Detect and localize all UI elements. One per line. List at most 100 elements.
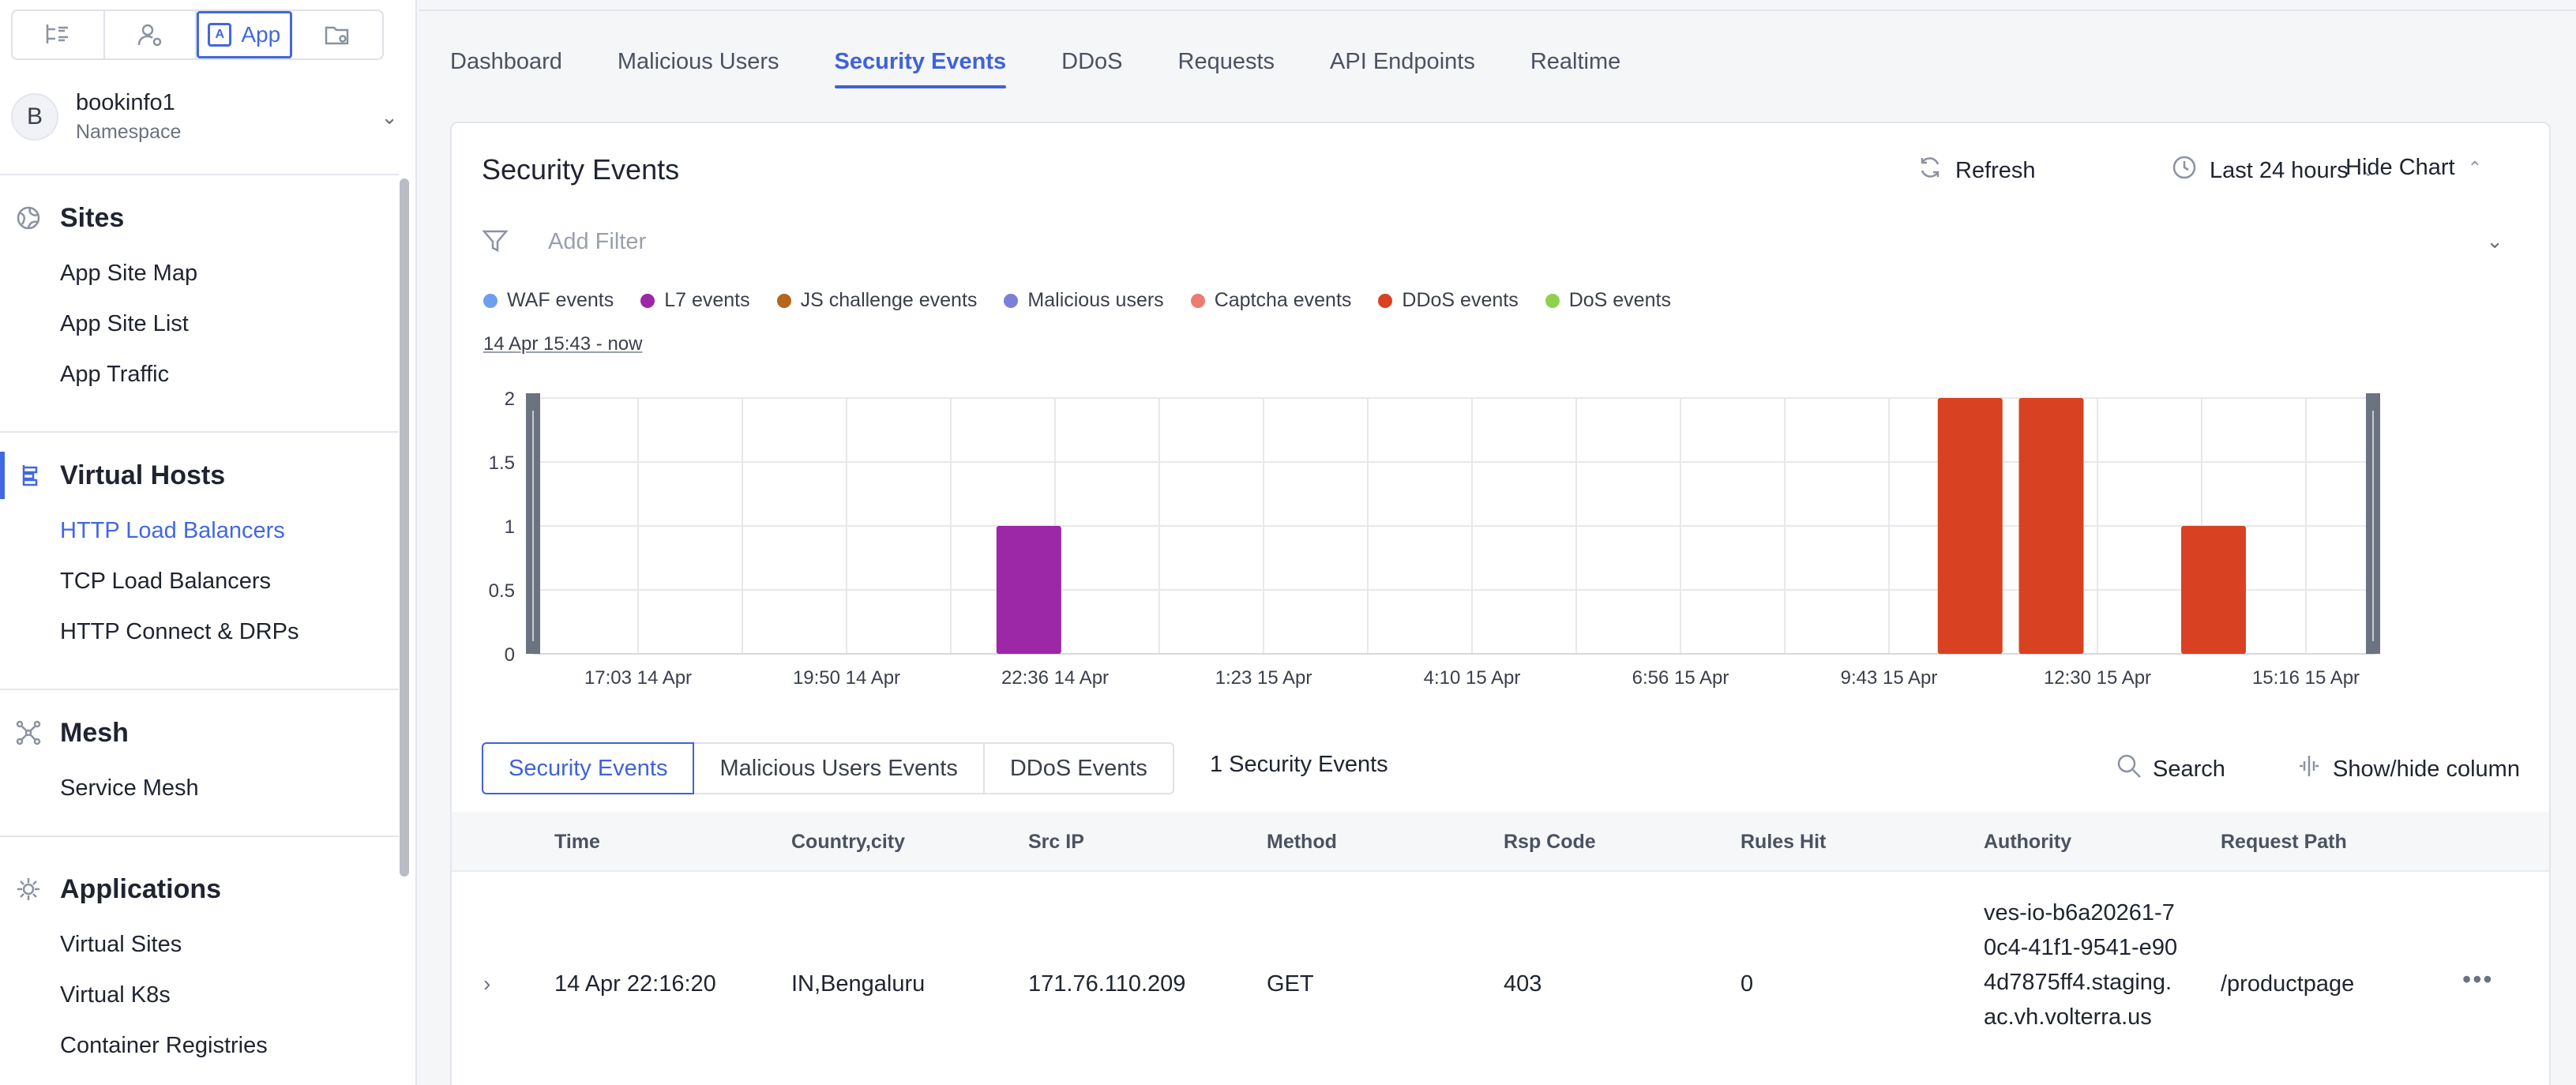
sidebar-item-container-registries[interactable]: Container Registries xyxy=(60,1033,268,1058)
refresh-label: Refresh xyxy=(1955,157,2036,183)
nav-group-header-applications[interactable]: Applications xyxy=(0,865,399,913)
hierarchy-icon[interactable] xyxy=(13,11,105,58)
sidebar-item-app-site-list[interactable]: App Site List xyxy=(60,311,189,336)
app-tab-button[interactable]: A App xyxy=(197,11,292,58)
time-range-label: Last 24 hours xyxy=(2210,157,2349,183)
applications-icon xyxy=(13,877,44,902)
legend-label: Malicious users xyxy=(1027,289,1164,311)
x-tick-label: 6:56 15 Apr xyxy=(1632,667,1729,689)
namespace-selector[interactable]: B bookinfo1 Namespace ⌄ xyxy=(11,85,398,148)
tab-ddos[interactable]: DDoS xyxy=(1061,49,1123,74)
clock-icon xyxy=(2172,155,2197,186)
x-tick-label: 17:03 14 Apr xyxy=(584,667,692,689)
sidebar-item-virtual-sites[interactable]: Virtual Sites xyxy=(60,932,182,957)
time-range-dropdown[interactable]: Last 24 hours ⌄ xyxy=(2172,155,2375,186)
sidebar-item-app-site-map[interactable]: App Site Map xyxy=(60,261,198,286)
sidebar-item-service-mesh[interactable]: Service Mesh xyxy=(60,775,199,801)
filter-bar[interactable]: Add Filter ⌄ xyxy=(482,220,2535,267)
legend-item[interactable]: Malicious users xyxy=(1004,289,1164,312)
namespace-sublabel: Namespace xyxy=(76,121,182,143)
sidebar-scrollbar[interactable] xyxy=(400,178,409,877)
nav-group-title: Virtual Hosts xyxy=(60,460,226,490)
legend-color-dot xyxy=(1004,293,1019,308)
table-subtabs: Security Events Malicious Users Events D… xyxy=(482,742,1174,794)
column-header-method[interactable]: Method xyxy=(1267,831,1337,853)
hide-chart-label: Hide Chart xyxy=(2345,155,2455,180)
sidebar-item-http-connect-drps[interactable]: HTTP Connect & DRPs xyxy=(60,619,299,644)
divider xyxy=(0,835,399,837)
top-tabs: Dashboard Malicious Users Security Event… xyxy=(450,46,1620,90)
card-title: Security Events xyxy=(482,153,680,186)
x-tick-label: 19:50 14 Apr xyxy=(793,667,900,689)
chart-bar[interactable] xyxy=(1937,398,2003,654)
divider xyxy=(0,431,399,433)
search-icon xyxy=(2116,753,2142,785)
column-header-time[interactable]: Time xyxy=(554,831,600,853)
y-tick-label: 0.5 xyxy=(489,580,515,602)
sidebar-item-virtual-k8s[interactable]: Virtual K8s xyxy=(60,982,171,1008)
search-label: Search xyxy=(2153,756,2225,782)
divider xyxy=(0,174,399,175)
more-actions-icon[interactable]: ••• xyxy=(2462,965,2494,993)
security-events-card: Security Events Refresh Last 24 hours ⌄ … xyxy=(450,122,2551,1085)
cell-rules-hit: 0 xyxy=(1740,971,1754,997)
folder-settings-icon[interactable] xyxy=(292,11,383,58)
chart-bar[interactable] xyxy=(2018,398,2084,654)
legend-item[interactable]: Captcha events xyxy=(1190,289,1351,312)
legend-color-dot xyxy=(1378,293,1393,308)
nav-group-mesh: Mesh Service Mesh xyxy=(0,709,399,813)
column-header-authority[interactable]: Authority xyxy=(1984,831,2072,853)
chevron-down-icon: ⌄ xyxy=(381,104,398,129)
x-tick-label: 15:16 15 Apr xyxy=(2252,667,2360,689)
column-header-rsp-code[interactable]: Rsp Code xyxy=(1504,831,1596,853)
chart-bar[interactable] xyxy=(996,526,1061,654)
hide-chart-button[interactable]: Hide Chart ⌃ xyxy=(2345,155,2482,181)
legend-item[interactable]: JS challenge events xyxy=(776,289,977,312)
tab-dashboard[interactable]: Dashboard xyxy=(450,49,562,74)
subtab-security-events[interactable]: Security Events xyxy=(482,742,695,794)
legend-color-dot xyxy=(776,293,791,308)
tab-security-events[interactable]: Security Events xyxy=(834,46,1006,90)
column-header-request-path[interactable]: Request Path xyxy=(2221,831,2347,853)
legend-label: L7 events xyxy=(664,289,750,311)
time-range-text[interactable]: 14 Apr 15:43 - now xyxy=(483,333,643,355)
legend-label: WAF events xyxy=(507,289,614,311)
column-header-country-city[interactable]: Country,city xyxy=(791,831,905,853)
filter-input[interactable]: Add Filter xyxy=(548,229,647,254)
column-header-src-ip[interactable]: Src IP xyxy=(1028,831,1084,853)
sidebar-item-app-traffic[interactable]: App Traffic xyxy=(60,362,170,387)
sidebar-item-http-load-balancers[interactable]: HTTP Load Balancers xyxy=(60,518,285,543)
legend-item[interactable]: DoS events xyxy=(1545,289,1671,312)
subtab-malicious-users-events[interactable]: Malicious Users Events xyxy=(693,742,985,794)
user-settings-icon[interactable] xyxy=(105,11,197,58)
sidebar-item-tcp-load-balancers[interactable]: TCP Load Balancers xyxy=(60,569,272,594)
column-header-rules-hit[interactable]: Rules Hit xyxy=(1740,831,1827,853)
search-button[interactable]: Search xyxy=(2116,753,2225,785)
columns-label: Show/hide column xyxy=(2333,756,2520,782)
tab-realtime[interactable]: Realtime xyxy=(1530,49,1621,74)
table-row[interactable]: › 14 Apr 22:16:20 IN,Bengaluru 171.76.11… xyxy=(452,872,2549,1085)
nav-group-header-mesh[interactable]: Mesh xyxy=(0,709,399,756)
x-tick-label: 22:36 14 Apr xyxy=(1001,667,1109,689)
legend-item[interactable]: DDoS events xyxy=(1378,289,1519,312)
refresh-button[interactable]: Refresh xyxy=(1917,155,2036,186)
chevron-right-icon[interactable]: › xyxy=(483,971,491,996)
chevron-down-icon[interactable]: ⌄ xyxy=(2486,229,2503,253)
sidebar-top-icons: A App xyxy=(11,9,384,60)
nav-group-header-sites[interactable]: Sites xyxy=(0,194,399,242)
tab-api-endpoints[interactable]: API Endpoints xyxy=(1330,49,1475,74)
subtab-ddos-events[interactable]: DDoS Events xyxy=(982,742,1174,794)
legend-item[interactable]: WAF events xyxy=(483,289,614,312)
nav-group-header-virtual-hosts[interactable]: Virtual Hosts xyxy=(0,452,399,499)
legend-label: DoS events xyxy=(1568,289,1671,311)
chart-bar[interactable] xyxy=(2181,526,2247,654)
events-count: 1 Security Events xyxy=(1210,752,1388,777)
show-hide-columns-button[interactable]: Show/hide column xyxy=(2296,753,2520,785)
cell-time: 14 Apr 22:16:20 xyxy=(554,971,716,997)
legend-color-dot xyxy=(1190,293,1205,308)
columns-icon xyxy=(2296,753,2322,785)
globe-icon xyxy=(13,205,44,231)
legend-item[interactable]: L7 events xyxy=(640,289,750,312)
tab-malicious-users[interactable]: Malicious Users xyxy=(617,49,779,74)
tab-requests[interactable]: Requests xyxy=(1177,49,1275,74)
